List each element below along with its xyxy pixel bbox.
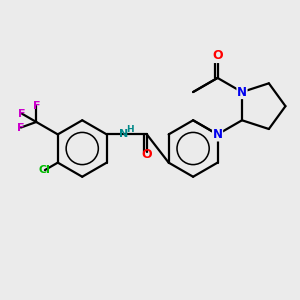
Text: O: O	[142, 148, 152, 161]
Text: N: N	[213, 128, 223, 141]
Text: O: O	[212, 50, 223, 62]
Text: F: F	[32, 100, 40, 111]
Text: Cl: Cl	[39, 165, 51, 175]
Text: N: N	[237, 85, 247, 98]
Text: H: H	[126, 125, 134, 134]
Text: N: N	[119, 129, 129, 140]
Text: F: F	[18, 109, 26, 119]
Text: F: F	[17, 123, 25, 133]
